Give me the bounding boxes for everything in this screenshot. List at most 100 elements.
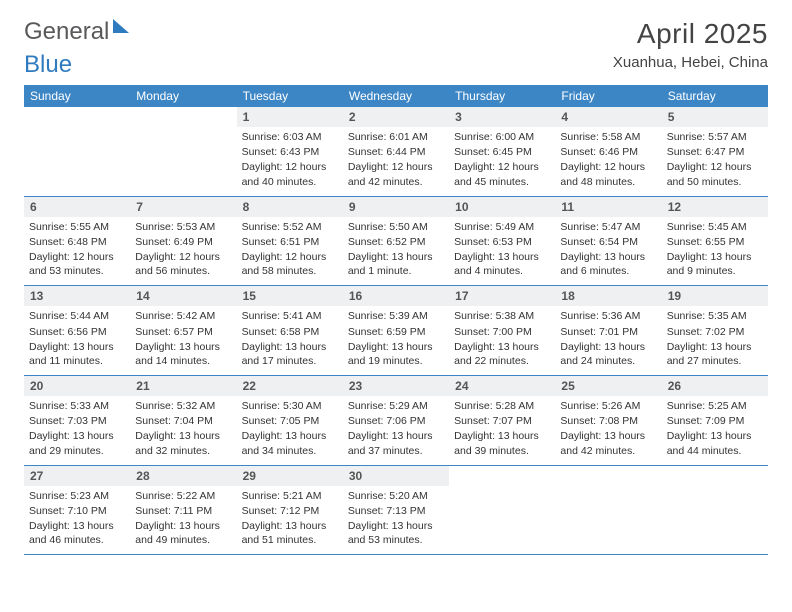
day-number: 12 [662,197,768,217]
day-details: Sunrise: 5:22 AMSunset: 7:11 PMDaylight:… [130,489,236,548]
sunset-line: Sunset: 7:04 PM [135,414,231,428]
day-number: 24 [449,376,555,396]
sunset-line: Sunset: 6:51 PM [242,235,338,249]
daylight-line: Daylight: 13 hours and 24 minutes. [560,340,656,368]
sunrise-line: Sunrise: 5:35 AM [667,309,763,323]
day-number: 13 [24,286,130,306]
weekday-thursday: Thursday [449,85,555,107]
month-title: April 2025 [613,18,768,50]
daylight-line: Daylight: 13 hours and 1 minute. [348,250,444,278]
daylight-line: Daylight: 13 hours and 51 minutes. [242,519,338,547]
daylight-line: Daylight: 13 hours and 49 minutes. [135,519,231,547]
calendar-day-cell: 29 Sunrise: 5:21 AMSunset: 7:12 PMDayligh… [237,466,343,555]
sunrise-line: Sunrise: 5:47 AM [560,220,656,234]
calendar-day-cell: 5Sunrise: 5:57 AMSunset: 6:47 PMDaylight… [662,107,768,196]
day-details: Sunrise: 5:32 AMSunset: 7:04 PMDaylight:… [130,399,236,458]
sunset-line: Sunset: 6:45 PM [454,145,550,159]
daylight-line: Daylight: 13 hours and 44 minutes. [667,429,763,457]
day-number: 7 [130,197,236,217]
calendar-day-cell: 3Sunrise: 6:00 AMSunset: 6:45 PMDaylight… [449,107,555,196]
day-number: 26 [662,376,768,396]
sunrise-line: Sunrise: 5:53 AM [135,220,231,234]
sunset-line: Sunset: 7:08 PM [560,414,656,428]
daylight-line: Daylight: 12 hours and 45 minutes. [454,160,550,188]
sunset-line: Sunset: 7:09 PM [667,414,763,428]
sunset-line: Sunset: 6:52 PM [348,235,444,249]
daylight-line: Daylight: 12 hours and 48 minutes. [560,160,656,188]
sunset-line: Sunset: 6:49 PM [135,235,231,249]
day-details: Sunrise: 6:01 AMSunset: 6:44 PMDaylight:… [343,130,449,189]
sunset-line: Sunset: 7:05 PM [242,414,338,428]
day-details: Sunrise: 5:30 AMSunset: 7:05 PMDaylight:… [237,399,343,458]
day-number: 28 [130,466,236,486]
daylight-line: Daylight: 13 hours and 14 minutes. [135,340,231,368]
daylight-line: Daylight: 13 hours and 39 minutes. [454,429,550,457]
day-details: Sunrise: 5:44 AMSunset: 6:56 PMDaylight:… [24,309,130,368]
day-details: Sunrise: 5:52 AMSunset: 6:51 PMDaylight:… [237,220,343,279]
sunrise-line: Sunrise: 5:29 AM [348,399,444,413]
sunrise-line: Sunrise: 5:25 AM [667,399,763,413]
calendar-grid: Sunday Monday Tuesday Wednesday Thursday… [24,85,768,555]
weekday-wednesday: Wednesday [343,85,449,107]
sunset-line: Sunset: 6:44 PM [348,145,444,159]
sunrise-line: Sunrise: 5:32 AM [135,399,231,413]
day-details: Sunrise: 5:42 AMSunset: 6:57 PMDaylight:… [130,309,236,368]
calendar-day-cell: 14 Sunrise: 5:42 AMSunset: 6:57 PMDayligh… [130,286,236,375]
day-details: Sunrise: 5:20 AMSunset: 7:13 PMDaylight:… [343,489,449,548]
daylight-line: Daylight: 12 hours and 42 minutes. [348,160,444,188]
day-details: Sunrise: 5:55 AMSunset: 6:48 PMDaylight:… [24,220,130,279]
sunrise-line: Sunrise: 5:49 AM [454,220,550,234]
brand-logo: General [24,18,131,46]
day-number: 2 [343,107,449,127]
day-number: 10 [449,197,555,217]
day-number: 18 [555,286,661,306]
day-number: 16 [343,286,449,306]
day-number: 19 [662,286,768,306]
sunrise-line: Sunrise: 5:20 AM [348,489,444,503]
page-header: General April 2025 Xuanhua, Hebei, China [24,18,768,71]
sunset-line: Sunset: 7:03 PM [29,414,125,428]
calendar-day-cell: 28 Sunrise: 5:22 AMSunset: 7:11 PMDayligh… [130,466,236,555]
sunset-line: Sunset: 6:46 PM [560,145,656,159]
day-details: Sunrise: 5:26 AMSunset: 7:08 PMDaylight:… [555,399,661,458]
day-details: Sunrise: 5:45 AMSunset: 6:55 PMDaylight:… [662,220,768,279]
day-details: Sunrise: 5:28 AMSunset: 7:07 PMDaylight:… [449,399,555,458]
daylight-line: Daylight: 13 hours and 37 minutes. [348,429,444,457]
day-details: Sunrise: 5:53 AMSunset: 6:49 PMDaylight:… [130,220,236,279]
sunset-line: Sunset: 7:02 PM [667,325,763,339]
day-details: Sunrise: 5:21 AMSunset: 7:12 PMDaylight:… [237,489,343,548]
day-details: Sunrise: 5:50 AMSunset: 6:52 PMDaylight:… [343,220,449,279]
location-text: Xuanhua, Hebei, China [613,54,768,71]
day-details: Sunrise: 5:39 AMSunset: 6:59 PMDaylight:… [343,309,449,368]
day-number: 9 [343,197,449,217]
weekday-sunday: Sunday [24,85,130,107]
sunrise-line: Sunrise: 5:30 AM [242,399,338,413]
sunset-line: Sunset: 6:43 PM [242,145,338,159]
calendar-week-row: 27 Sunrise: 5:23 AMSunset: 7:10 PMDayligh… [24,466,768,556]
title-block: April 2025 Xuanhua, Hebei, China [613,18,768,71]
day-number: 22 [237,376,343,396]
day-number: 6 [24,197,130,217]
day-number: 4 [555,107,661,127]
day-number: 1 [237,107,343,127]
day-details: Sunrise: 5:23 AMSunset: 7:10 PMDaylight:… [24,489,130,548]
daylight-line: Daylight: 13 hours and 29 minutes. [29,429,125,457]
calendar-day-cell: 15Sunrise: 5:41 AMSunset: 6:58 PMDayligh… [237,286,343,375]
day-number: 25 [555,376,661,396]
day-details: Sunrise: 5:35 AMSunset: 7:02 PMDaylight:… [662,309,768,368]
day-number: 27 [24,466,130,486]
sunset-line: Sunset: 6:57 PM [135,325,231,339]
calendar-day-cell: 8Sunrise: 5:52 AMSunset: 6:51 PMDaylight… [237,197,343,286]
day-number: 15 [237,286,343,306]
day-number: 21 [130,376,236,396]
calendar-day-cell: 17Sunrise: 5:38 AMSunset: 7:00 PMDayligh… [449,286,555,375]
sunrise-line: Sunrise: 5:44 AM [29,309,125,323]
day-number: 23 [343,376,449,396]
day-details: Sunrise: 5:36 AMSunset: 7:01 PMDaylight:… [555,309,661,368]
calendar-day-cell: 1Sunrise: 6:03 AMSunset: 6:43 PMDaylight… [237,107,343,196]
calendar-body: 1Sunrise: 6:03 AMSunset: 6:43 PMDaylight… [24,107,768,555]
sunrise-line: Sunrise: 5:22 AM [135,489,231,503]
day-number: 11 [555,197,661,217]
day-number: 29 [237,466,343,486]
day-number: 14 [130,286,236,306]
